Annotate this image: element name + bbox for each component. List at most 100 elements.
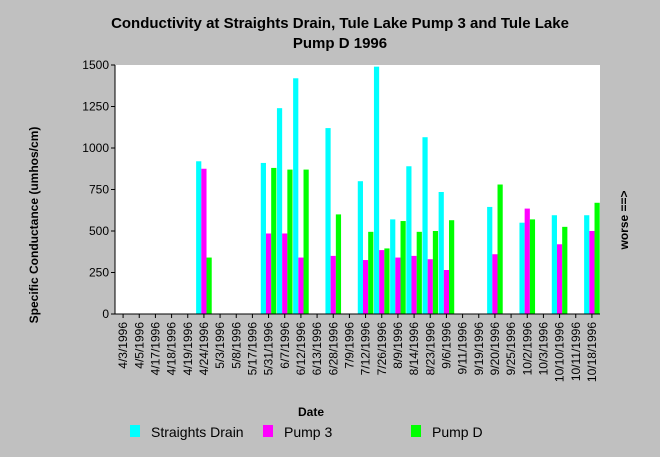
x-tick-label: 10/18/1996 [585, 322, 599, 382]
x-tick-label: 8/23/1996 [423, 322, 437, 376]
bar [551, 215, 557, 314]
x-tick-label: 4/5/1996 [132, 322, 146, 369]
bar [325, 128, 331, 314]
x-tick-label: 10/10/1996 [553, 322, 567, 382]
bar [449, 220, 455, 314]
bar [400, 221, 406, 314]
x-tick-label: 5/31/1996 [262, 322, 276, 376]
y-tick-label: 1500 [82, 58, 109, 72]
bar [276, 108, 283, 314]
x-tick-label: 4/18/1996 [165, 322, 179, 376]
bar [395, 257, 401, 314]
bar [335, 214, 342, 314]
right-annotation: worse ==> [617, 190, 631, 250]
x-tick-label: 5/8/1996 [229, 322, 243, 369]
chart-title-line-2: Pump D 1996 [292, 35, 388, 52]
bars-group [196, 66, 600, 314]
bar [357, 181, 363, 314]
bar [384, 248, 390, 314]
legend-swatch [263, 425, 273, 437]
bar [293, 78, 299, 314]
bar [519, 222, 525, 314]
x-tick-label: 4/17/1996 [148, 322, 162, 376]
x-tick-label: 7/26/1996 [375, 322, 389, 376]
x-tick-label: 9/25/1996 [504, 322, 518, 376]
y-tick-label: 1000 [82, 141, 109, 155]
x-axis-title: Date [298, 405, 324, 419]
bar [584, 215, 590, 314]
bar [201, 168, 207, 314]
bar [562, 226, 568, 314]
bar [206, 257, 212, 314]
y-tick-label: 250 [89, 266, 109, 280]
bar [589, 231, 595, 314]
x-tick-label: 6/7/1996 [278, 322, 292, 369]
x-tick-label: 10/11/1996 [569, 322, 583, 381]
bar [411, 255, 417, 314]
bar [298, 257, 304, 314]
x-tick-label: 5/17/1996 [245, 322, 259, 376]
y-ticks-group: 0 250 500 750 1000 1250 1500 [82, 58, 115, 321]
bar [271, 167, 277, 314]
y-tick-label: 750 [89, 183, 109, 197]
x-tick-label: 5/3/1996 [213, 322, 227, 369]
bar [438, 191, 444, 314]
x-tick-label: 10/2/1996 [520, 322, 534, 376]
x-tick-label: 6/12/1996 [294, 322, 308, 376]
legend-label: Pump D [432, 424, 483, 440]
bar [196, 161, 202, 314]
legend-swatch [411, 425, 421, 437]
x-tick-label: 9/6/1996 [439, 322, 453, 369]
bar [497, 184, 503, 314]
bar [406, 166, 412, 314]
x-tick-label: 7/9/1996 [342, 322, 356, 369]
legend-label: Straights Drain [151, 424, 244, 440]
bar [373, 66, 380, 314]
y-axis-title: Specific Conductance (umhos/cm) [27, 127, 41, 324]
bar [422, 137, 428, 314]
bar [556, 244, 563, 314]
bar [379, 250, 385, 314]
bar [368, 231, 374, 314]
x-ticks-group: 4/3/1996 4/5/1996 4/17/1996 4/18/1996 4/19/1… [116, 314, 599, 382]
bar [427, 259, 433, 314]
bar [443, 270, 450, 314]
y-tick-label: 500 [89, 224, 109, 238]
bar [529, 219, 536, 314]
x-tick-label: 4/19/1996 [181, 322, 195, 376]
bar [416, 231, 422, 314]
x-tick-label: 7/12/1996 [359, 322, 373, 376]
bar [362, 260, 369, 314]
x-tick-label: 8/9/1996 [391, 322, 405, 369]
plot-area [115, 65, 600, 314]
x-tick-label: 4/3/1996 [116, 322, 130, 369]
legend-swatch [130, 425, 140, 437]
legend-label: Pump 3 [284, 424, 332, 440]
bar [594, 202, 600, 314]
x-tick-label: 6/13/1996 [310, 322, 324, 376]
chart-title-line-1: Conductivity at Straights Drain, Tule La… [111, 15, 569, 32]
y-tick-label: 1250 [82, 100, 109, 114]
bar [432, 231, 439, 314]
x-tick-label: 4/24/1996 [197, 322, 211, 376]
bar [287, 169, 293, 314]
bar [282, 233, 288, 314]
bar [524, 208, 530, 314]
x-tick-label: 6/28/1996 [326, 322, 340, 376]
bar [265, 233, 272, 314]
bar [390, 219, 396, 314]
legend: Straights Drain Pump 3 Pump D [130, 424, 483, 440]
x-tick-label: 9/11/1996 [456, 322, 470, 375]
bar [330, 255, 336, 314]
bar [492, 254, 498, 314]
x-tick-label: 9/19/1996 [472, 322, 486, 376]
bar [487, 206, 493, 314]
bar [260, 162, 266, 314]
x-tick-label: 8/14/1996 [407, 322, 421, 376]
x-tick-label: 10/3/1996 [536, 322, 550, 376]
x-tick-label: 9/20/1996 [488, 322, 502, 376]
bar [303, 169, 309, 314]
chart-title: Conductivity at Straights Drain, Tule La… [60, 14, 620, 54]
y-tick-label: 0 [102, 307, 109, 321]
